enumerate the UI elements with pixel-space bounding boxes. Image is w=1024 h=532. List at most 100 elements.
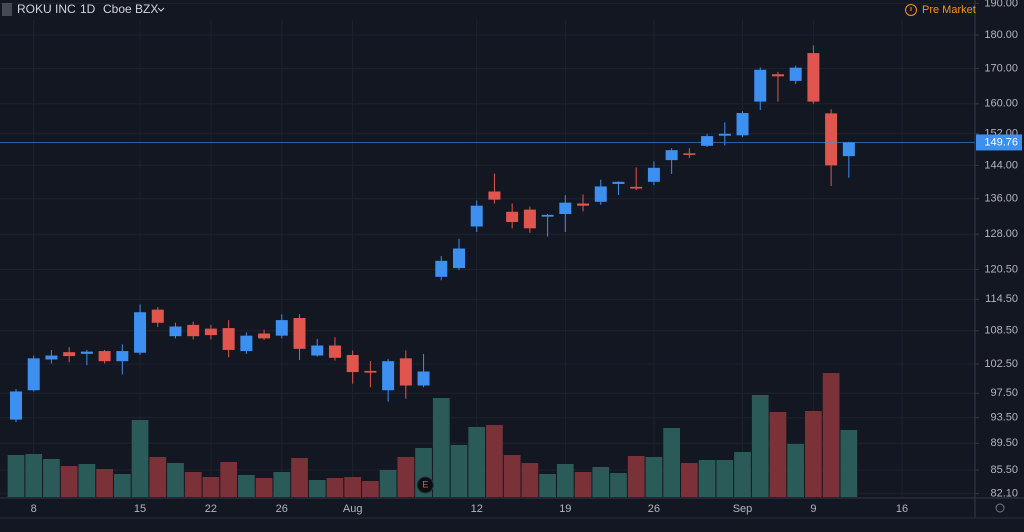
candle-body xyxy=(789,67,802,81)
candle-body xyxy=(683,153,696,155)
candle-body xyxy=(541,214,554,217)
volume-bar xyxy=(291,458,308,497)
x-tick-label: 9 xyxy=(810,503,816,515)
symbol-icon xyxy=(2,3,12,16)
y-tick-label: 93.50 xyxy=(990,412,1018,424)
volume-bar xyxy=(769,412,787,497)
candle-body xyxy=(27,358,40,391)
x-tick-label: Sep xyxy=(733,503,753,515)
candle-body xyxy=(417,371,430,386)
volume-bar xyxy=(486,425,503,497)
candle-body xyxy=(240,335,253,352)
chevron xyxy=(157,7,165,12)
candle-body xyxy=(506,211,519,222)
volume-bar xyxy=(202,477,220,497)
y-tick-label: 128.00 xyxy=(984,228,1018,240)
candle-body xyxy=(736,113,749,136)
x-tick-label: Aug xyxy=(343,503,363,515)
interval[interactable]: 1D xyxy=(80,2,96,16)
candle-body xyxy=(559,202,572,215)
candle-body xyxy=(151,309,164,323)
candle-body xyxy=(328,345,341,358)
volume-bar xyxy=(539,474,556,497)
session-label[interactable]: Pre Market xyxy=(922,4,976,16)
volume-bar xyxy=(450,445,468,497)
volume-bar xyxy=(220,462,237,497)
candle-body xyxy=(258,333,271,339)
volume-bar xyxy=(43,459,60,497)
candle-body xyxy=(523,209,536,229)
candle-body xyxy=(577,203,590,206)
volume-bar xyxy=(627,456,645,497)
volume-bar xyxy=(698,460,716,497)
candle-body xyxy=(754,69,767,102)
settings-icon[interactable] xyxy=(995,503,1005,513)
x-tick-label: 15 xyxy=(134,503,146,515)
symbol[interactable]: ROKU INC xyxy=(17,2,76,16)
grid xyxy=(0,2,975,498)
candle-body xyxy=(293,317,306,349)
x-tick-label: 22 xyxy=(205,503,217,515)
volume-bar xyxy=(840,430,858,497)
volume-bar xyxy=(149,457,167,497)
candle-body xyxy=(842,142,855,157)
volume-bar xyxy=(592,467,610,497)
candle-body xyxy=(45,355,58,360)
y-tick-label: 144.00 xyxy=(984,159,1018,171)
x-tick-label: 16 xyxy=(896,503,908,515)
volume-bar xyxy=(787,444,805,497)
bottom-toolbar xyxy=(0,518,1024,532)
candle-body xyxy=(364,370,377,373)
volume-bar xyxy=(681,463,698,497)
candle-body xyxy=(771,74,784,77)
volume-bar xyxy=(96,469,113,497)
y-tick-label: 170.00 xyxy=(984,62,1018,74)
y-tick-label: 97.50 xyxy=(990,387,1018,399)
plot: E xyxy=(0,45,975,497)
candle-body xyxy=(116,351,129,362)
volume-bar xyxy=(273,472,291,497)
candle-body xyxy=(63,352,76,357)
volume-bar xyxy=(60,466,78,497)
volume-bar xyxy=(113,474,131,497)
volume-bar xyxy=(556,464,574,497)
volume-bar xyxy=(326,478,344,497)
volume-bar xyxy=(521,463,539,497)
volume-bar xyxy=(344,477,362,497)
candle-body xyxy=(204,328,217,336)
candle-body xyxy=(470,205,483,227)
candle-body xyxy=(612,181,625,184)
volume-bar xyxy=(716,460,734,497)
volume-bar xyxy=(645,457,663,497)
x-tick-label: 8 xyxy=(31,503,37,515)
last-price-box xyxy=(976,134,1022,151)
volume-bar xyxy=(25,454,43,497)
candle-body xyxy=(807,53,820,102)
exchange[interactable]: Cboe BZX xyxy=(103,2,158,16)
volume-bar xyxy=(751,395,769,497)
earnings-label[interactable]: E xyxy=(422,479,428,489)
candle-body xyxy=(80,351,93,354)
candle-body xyxy=(275,320,288,336)
candle-body xyxy=(346,354,359,373)
last-price-label: 149.76 xyxy=(984,136,1018,148)
candle-body xyxy=(134,312,147,353)
volume-bar xyxy=(822,373,840,497)
y-tick-label: 82.10 xyxy=(990,488,1018,500)
y-tick-label: 160.00 xyxy=(984,98,1018,110)
session-icon xyxy=(905,4,917,16)
candle-body xyxy=(665,150,678,161)
settings-gear[interactable] xyxy=(995,503,1005,513)
candle-body xyxy=(594,186,607,202)
x-tick-label: 12 xyxy=(471,503,483,515)
candle-body xyxy=(718,133,731,136)
volume-bar xyxy=(468,427,486,497)
y-tick-label: 120.50 xyxy=(984,263,1018,275)
y-tick-label: 108.50 xyxy=(984,325,1018,337)
candle-body xyxy=(630,186,643,189)
volume-bar xyxy=(805,411,822,497)
candle-body xyxy=(222,328,235,350)
y-tick-label: 136.00 xyxy=(984,193,1018,205)
volume-bar xyxy=(610,473,627,497)
